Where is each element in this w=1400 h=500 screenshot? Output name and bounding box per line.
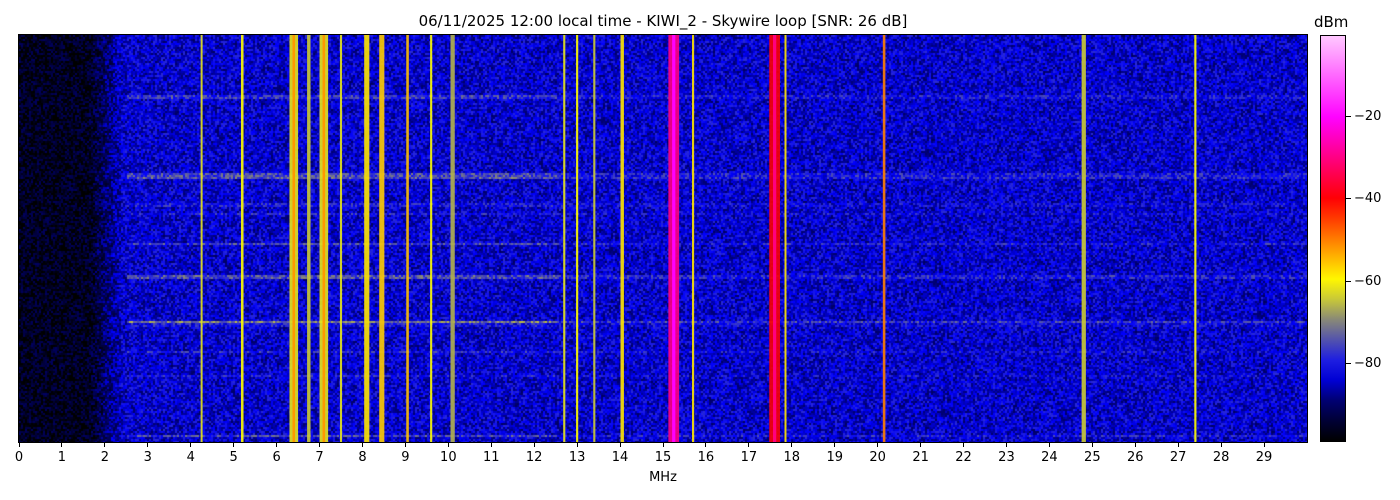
signal-band — [593, 35, 596, 442]
signal-layer — [200, 35, 1197, 442]
colorbar-label: dBm — [1314, 13, 1349, 31]
x-tick-label: 23 — [991, 442, 1021, 465]
x-tick-label: 24 — [1034, 442, 1064, 465]
colorbar — [1320, 35, 1346, 442]
signal-band — [364, 35, 370, 442]
signal-band — [1194, 35, 1197, 442]
x-axis-label: MHz — [649, 470, 677, 485]
signal-band — [450, 35, 455, 442]
x-tick-label: 6 — [262, 442, 292, 465]
signal-peak — [773, 35, 777, 442]
x-tick-label: 25 — [1077, 442, 1107, 465]
x-tick-label: 19 — [820, 442, 850, 465]
x-tick-label: 15 — [648, 442, 678, 465]
signal-peak — [672, 35, 676, 442]
x-tick-label: 11 — [476, 442, 506, 465]
x-tick-label: 3 — [133, 442, 163, 465]
signal-band — [406, 35, 409, 442]
x-tick-label: 10 — [433, 442, 463, 465]
colorbar-tick-label: −80 — [1346, 356, 1381, 371]
x-tick-label: 26 — [1120, 442, 1150, 465]
x-tick-label: 4 — [176, 442, 206, 465]
chart-title: 06/11/2025 12:00 local time - KIWI_2 - S… — [418, 12, 908, 30]
x-tick-label: 8 — [347, 442, 377, 465]
colorbar-tick-label: −20 — [1346, 109, 1381, 124]
signal-band — [339, 35, 343, 442]
signal-band — [620, 35, 624, 442]
x-tick-label: 12 — [519, 442, 549, 465]
x-tick-label: 29 — [1249, 442, 1279, 465]
signal-band — [563, 35, 566, 442]
signal-band — [307, 35, 311, 442]
x-tick-label: 2 — [90, 442, 120, 465]
x-tick-label: 9 — [390, 442, 420, 465]
x-tick-label: 18 — [777, 442, 807, 465]
signal-band — [576, 35, 579, 442]
signal-band — [882, 35, 886, 442]
x-tick-label: 28 — [1206, 442, 1236, 465]
x-tick-label: 16 — [691, 442, 721, 465]
x-tick-label: 14 — [605, 442, 635, 465]
x-tick-label: 5 — [219, 442, 249, 465]
x-tick-label: 17 — [734, 442, 764, 465]
colorbar-tick-label: −60 — [1346, 274, 1381, 289]
signal-band — [200, 35, 203, 442]
signal-band — [691, 35, 695, 442]
noise-background — [19, 35, 1307, 442]
waterfall-plot — [19, 35, 1307, 442]
x-tick-label: 0 — [4, 442, 34, 465]
x-tick-label: 27 — [1163, 442, 1193, 465]
x-tick-label: 20 — [863, 442, 893, 465]
signal-band — [784, 35, 787, 442]
x-tick-label: 22 — [949, 442, 979, 465]
x-tick-label: 7 — [305, 442, 335, 465]
signal-band — [1081, 35, 1086, 442]
signal-peak — [292, 35, 296, 442]
signal-band — [379, 35, 385, 442]
x-tick-label: 13 — [562, 442, 592, 465]
signal-band — [430, 35, 433, 442]
signal-band — [240, 35, 244, 442]
x-tick-label: 1 — [47, 442, 77, 465]
signal-peak — [322, 35, 326, 442]
colorbar-tick-label: −40 — [1346, 191, 1381, 206]
x-tick-label: 21 — [906, 442, 936, 465]
